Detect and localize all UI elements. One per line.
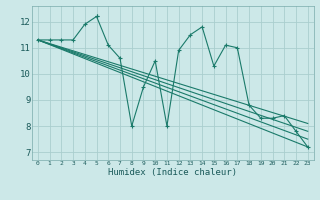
X-axis label: Humidex (Indice chaleur): Humidex (Indice chaleur) [108, 168, 237, 177]
